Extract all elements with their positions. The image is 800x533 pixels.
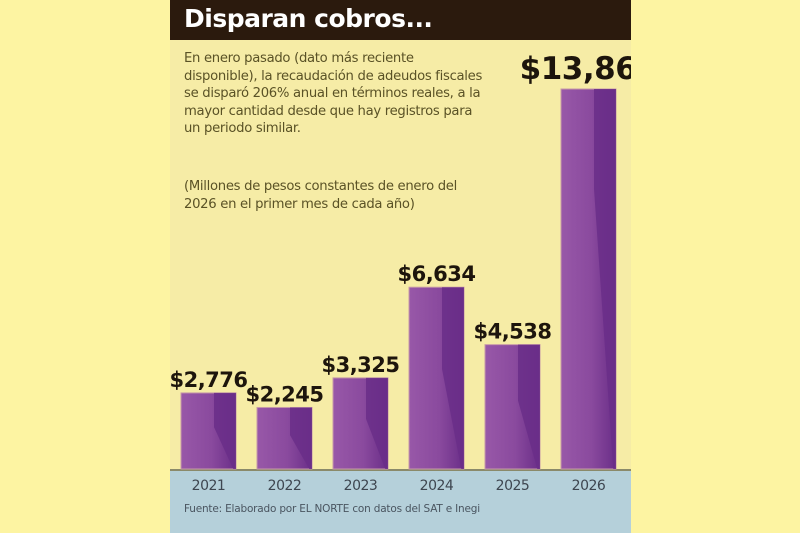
x-tick-label-2023: 2023 (344, 478, 378, 494)
data-label-2023: $3,325 (321, 353, 399, 377)
bar-shade-2021 (214, 392, 236, 469)
data-label-2022: $2,245 (245, 382, 323, 406)
bar-chart: $2,776 2021 $2,245 2022 $3,325 2023 $6,634 2024… (170, 51, 631, 494)
header-bar: Disparan cobros... (170, 0, 631, 40)
data-label-2025: $4,538 (473, 320, 551, 344)
data-label-2024: $6,634 (397, 262, 475, 286)
chart-card: Disparan cobros... En enero pasado (dato… (170, 0, 631, 533)
bar-shade-2025 (518, 344, 540, 469)
bar-shade-2024 (442, 287, 464, 469)
bar-shade-2026 (594, 89, 616, 469)
bar-shade-2022 (290, 407, 312, 469)
source-note: Fuente: Elaborado por EL NORTE con datos… (184, 503, 480, 515)
x-tick-label-2026: 2026 (572, 478, 606, 494)
data-label-2021: $2,776 (170, 368, 248, 392)
bar-shade-2023 (366, 377, 388, 469)
chart-description: En enero pasado (dato más reciente dispo… (184, 51, 483, 136)
units-note: (Millones de pesos constantes de enero d… (184, 179, 457, 212)
x-tick-label-2024: 2024 (420, 478, 454, 494)
chart-title: Disparan cobros... (184, 4, 433, 33)
x-tick-label-2021: 2021 (192, 478, 226, 494)
x-tick-label-2022: 2022 (268, 478, 302, 494)
footer-band: Fuente: Elaborado por EL NORTE con datos… (170, 469, 631, 533)
x-tick-label-2025: 2025 (496, 478, 530, 494)
data-label-2026: $13,866 (520, 51, 631, 87)
